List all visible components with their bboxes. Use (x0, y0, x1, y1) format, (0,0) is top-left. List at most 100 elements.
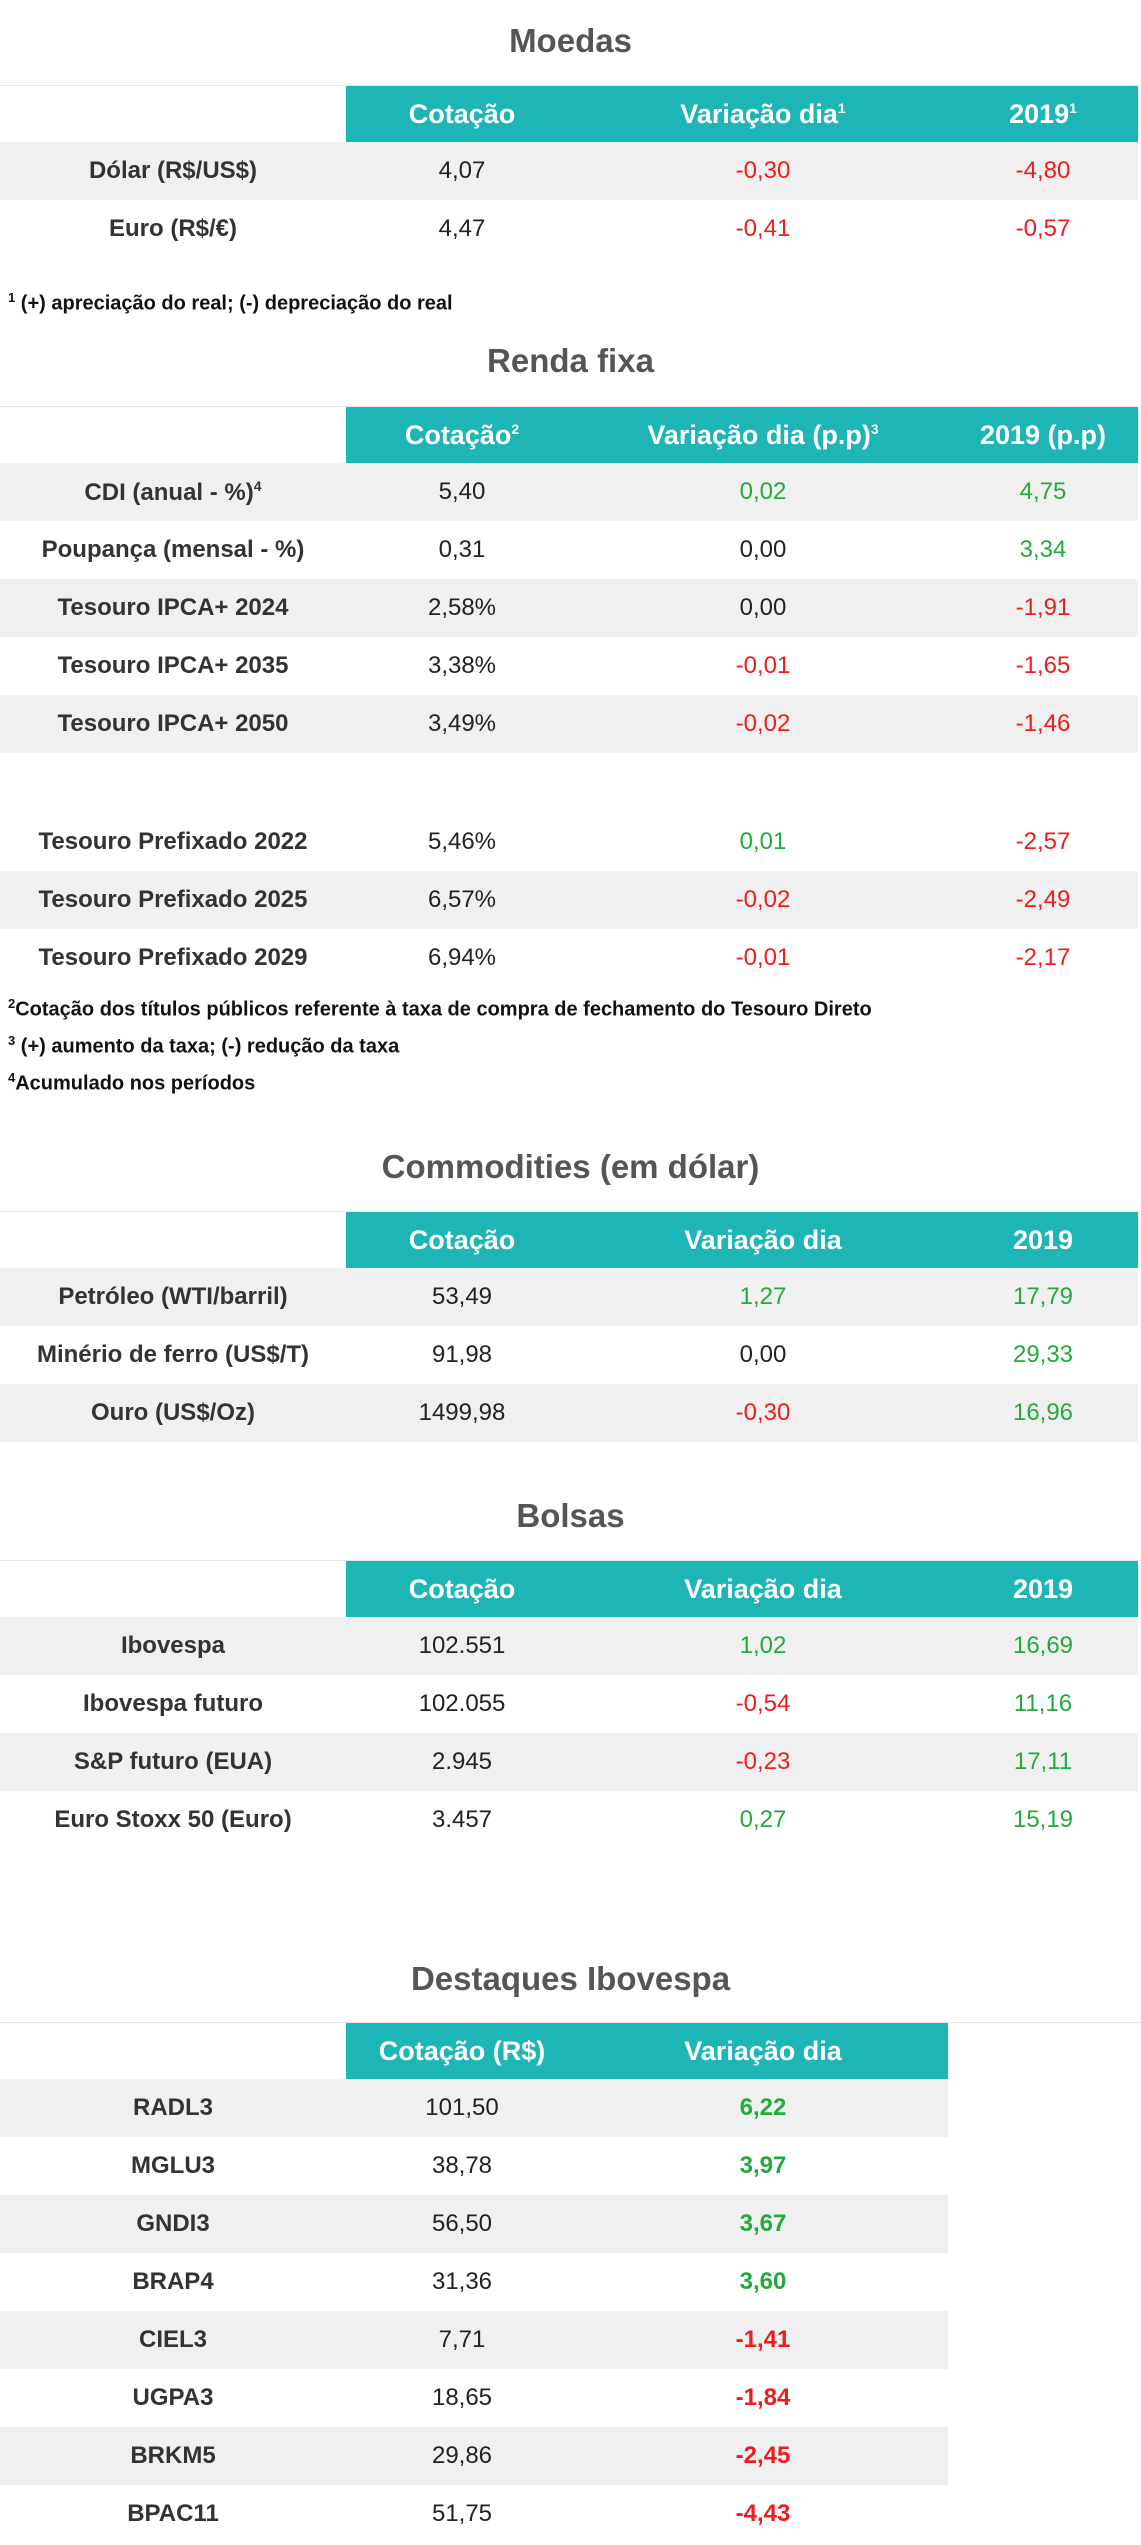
year-cell: -0,57 (1015, 215, 1071, 242)
ticker-label: UGPA3 (132, 2384, 214, 2411)
table-header: Cotação2 Variação dia (p.p)3 2019 (p.p) (0, 407, 1138, 463)
variacao-cell: 0,00 (578, 579, 948, 637)
year-cell: -2,49 (948, 871, 1138, 929)
variacao-cell: -0,41 (735, 215, 791, 242)
variacao-cell: -4,43 (735, 2500, 791, 2527)
table-row: Ibovespa futuro 102.055 -0,54 11,16 (0, 1675, 1138, 1733)
variacao-cell: -0,30 (578, 1384, 948, 1442)
table-row: BPAC11 51,75 -4,43 (0, 2485, 948, 2543)
divider (0, 1560, 1141, 1561)
table-row: Tesouro Prefixado 2029 6,94% -0,01 -2,17 (0, 929, 1138, 987)
year-cell: -2,17 (1015, 944, 1071, 971)
cotacao-cell: 29,86 (346, 2427, 578, 2485)
table-row: Tesouro IPCA+ 2024 2,58% 0,00 -1,91 (0, 579, 1138, 637)
cotacao-cell: 3.457 (431, 1806, 493, 1833)
section-title-bolsas: Bolsas (516, 1497, 625, 1534)
section-moedas: Moedas (0, 22, 1141, 60)
variacao-cell: -0,02 (578, 871, 948, 929)
table-row: Tesouro Prefixado 2025 6,57% -0,02 -2,49 (0, 871, 1138, 929)
year-cell: -2,57 (1015, 828, 1071, 855)
table-row: Petróleo (WTI/barril) 53,49 1,27 17,79 (0, 1268, 1138, 1326)
row-label: Tesouro IPCA+ 2050 (0, 695, 346, 753)
col-header-2019: 2019 (948, 1212, 1138, 1268)
col-header-variacao: Variação dia (578, 1561, 948, 1617)
section-title-renda-fixa: Renda fixa (487, 342, 654, 379)
table-row: Tesouro IPCA+ 2035 3,38% -0,01 -1,65 (0, 637, 1138, 695)
cotacao-cell: 2.945 (346, 1733, 578, 1791)
table-bolsas: Cotação Variação dia 2019 Ibovespa 102.5… (0, 1561, 1138, 1849)
row-label: Euro Stoxx 50 (Euro) (54, 1806, 292, 1833)
variacao-cell: 6,22 (578, 2079, 948, 2137)
cotacao-cell: 5,46% (427, 828, 497, 855)
variacao-cell: 1,02 (578, 1617, 948, 1675)
table-row: Euro Stoxx 50 (Euro) 3.457 0,27 15,19 (0, 1791, 1138, 1849)
cotacao-cell: 7,71 (346, 2311, 578, 2369)
cotacao-cell: 3,49% (346, 695, 578, 753)
variacao-cell: -0,01 (735, 944, 791, 971)
table-destaques: Cotação (R$) Variação dia RADL3 101,50 6… (0, 2023, 948, 2543)
ticker-label: BRAP4 (132, 2268, 214, 2295)
cotacao-cell: 31,36 (431, 2268, 493, 2295)
footnote: 2Cotação dos títulos públicos referente … (8, 996, 872, 1021)
row-label: Ibovespa (0, 1617, 346, 1675)
section-renda-fixa: Renda fixa (0, 342, 1141, 380)
table-row: CDI (anual - %)4 5,40 0,02 4,75 (0, 463, 1138, 521)
footnote: 4Acumulado nos períodos (8, 1070, 256, 1095)
cotacao-cell: 0,31 (438, 536, 486, 563)
ticker-label: RADL3 (0, 2079, 346, 2137)
table-header: Cotação Variação dia1 20191 (0, 86, 1138, 142)
table-row: Tesouro IPCA+ 2050 3,49% -0,02 -1,46 (0, 695, 1138, 753)
year-cell: -1,91 (948, 579, 1138, 637)
row-label: Minério de ferro (US$/T) (36, 1341, 310, 1368)
variacao-cell: -0,01 (735, 652, 791, 679)
variacao-cell: -2,45 (578, 2427, 948, 2485)
divider (0, 85, 1141, 86)
cotacao-cell: 56,50 (346, 2195, 578, 2253)
variacao-cell: 0,00 (739, 1341, 787, 1368)
ticker-label: GNDI3 (0, 2195, 346, 2253)
row-label: Tesouro IPCA+ 2024 (0, 579, 346, 637)
section-commodities: Commodities (em dólar) (0, 1148, 1141, 1186)
row-label: CDI (anual - %)4 (0, 463, 346, 521)
table-row: Dólar (R$/US$) 4,07 -0,30 -4,80 (0, 142, 1138, 200)
table-header: Cotação Variação dia 2019 (0, 1561, 1138, 1617)
year-cell: -1,46 (948, 695, 1138, 753)
ticker-label: CIEL3 (0, 2311, 346, 2369)
table-row: BRKM5 29,86 -2,45 (0, 2427, 948, 2485)
col-header-variacao: Variação dia (p.p)3 (578, 407, 948, 463)
variacao-cell: 0,02 (578, 463, 948, 521)
cotacao-cell: 91,98 (431, 1341, 493, 1368)
row-label: S&P futuro (EUA) (0, 1733, 346, 1791)
table-row: BRAP4 31,36 3,60 (0, 2253, 948, 2311)
section-title-moedas: Moedas (509, 22, 632, 59)
table-row: RADL3 101,50 6,22 (0, 2079, 948, 2137)
cotacao-cell: 1499,98 (346, 1384, 578, 1442)
cotacao-cell: 6,94% (427, 944, 497, 971)
col-header-cotacao: Cotação (346, 86, 578, 142)
row-label: Petróleo (WTI/barril) (0, 1268, 346, 1326)
table-header: Cotação Variação dia 2019 (0, 1212, 1138, 1268)
variacao-cell: -0,23 (578, 1733, 948, 1791)
year-cell: 11,16 (1013, 1690, 1073, 1717)
table-moedas: Cotação Variação dia1 20191 Dólar (R$/US… (0, 86, 1138, 258)
table-row: MGLU3 38,78 3,97 (0, 2137, 948, 2195)
variacao-cell: -0,02 (578, 695, 948, 753)
variacao-cell: -0,54 (735, 1690, 791, 1717)
variacao-cell: -0,30 (578, 142, 948, 200)
year-cell: 17,79 (948, 1268, 1138, 1326)
year-cell: 3,34 (1019, 536, 1067, 563)
col-header-2019: 2019 (948, 1561, 1138, 1617)
col-header-cotacao: Cotação2 (346, 407, 578, 463)
year-cell: 15,19 (1012, 1806, 1074, 1833)
cotacao-cell: 4,47 (438, 215, 486, 242)
section-title-commodities: Commodities (em dólar) (381, 1148, 760, 1185)
cotacao-cell: 2,58% (346, 579, 578, 637)
section-destaques: Destaques Ibovespa (0, 1960, 1141, 1998)
col-header-cotacao: Cotação (R$) (346, 2023, 578, 2079)
cotacao-cell: 51,75 (431, 2500, 493, 2527)
table-renda-fixa-prefixado: Tesouro Prefixado 2022 5,46% 0,01 -2,57 … (0, 813, 1138, 987)
table-row: Poupança (mensal - %) 0,31 0,00 3,34 (0, 521, 1138, 579)
cotacao-cell: 3,38% (427, 652, 497, 679)
table-row: Tesouro Prefixado 2022 5,46% 0,01 -2,57 (0, 813, 1138, 871)
row-label: Tesouro Prefixado 2022 (38, 828, 308, 855)
